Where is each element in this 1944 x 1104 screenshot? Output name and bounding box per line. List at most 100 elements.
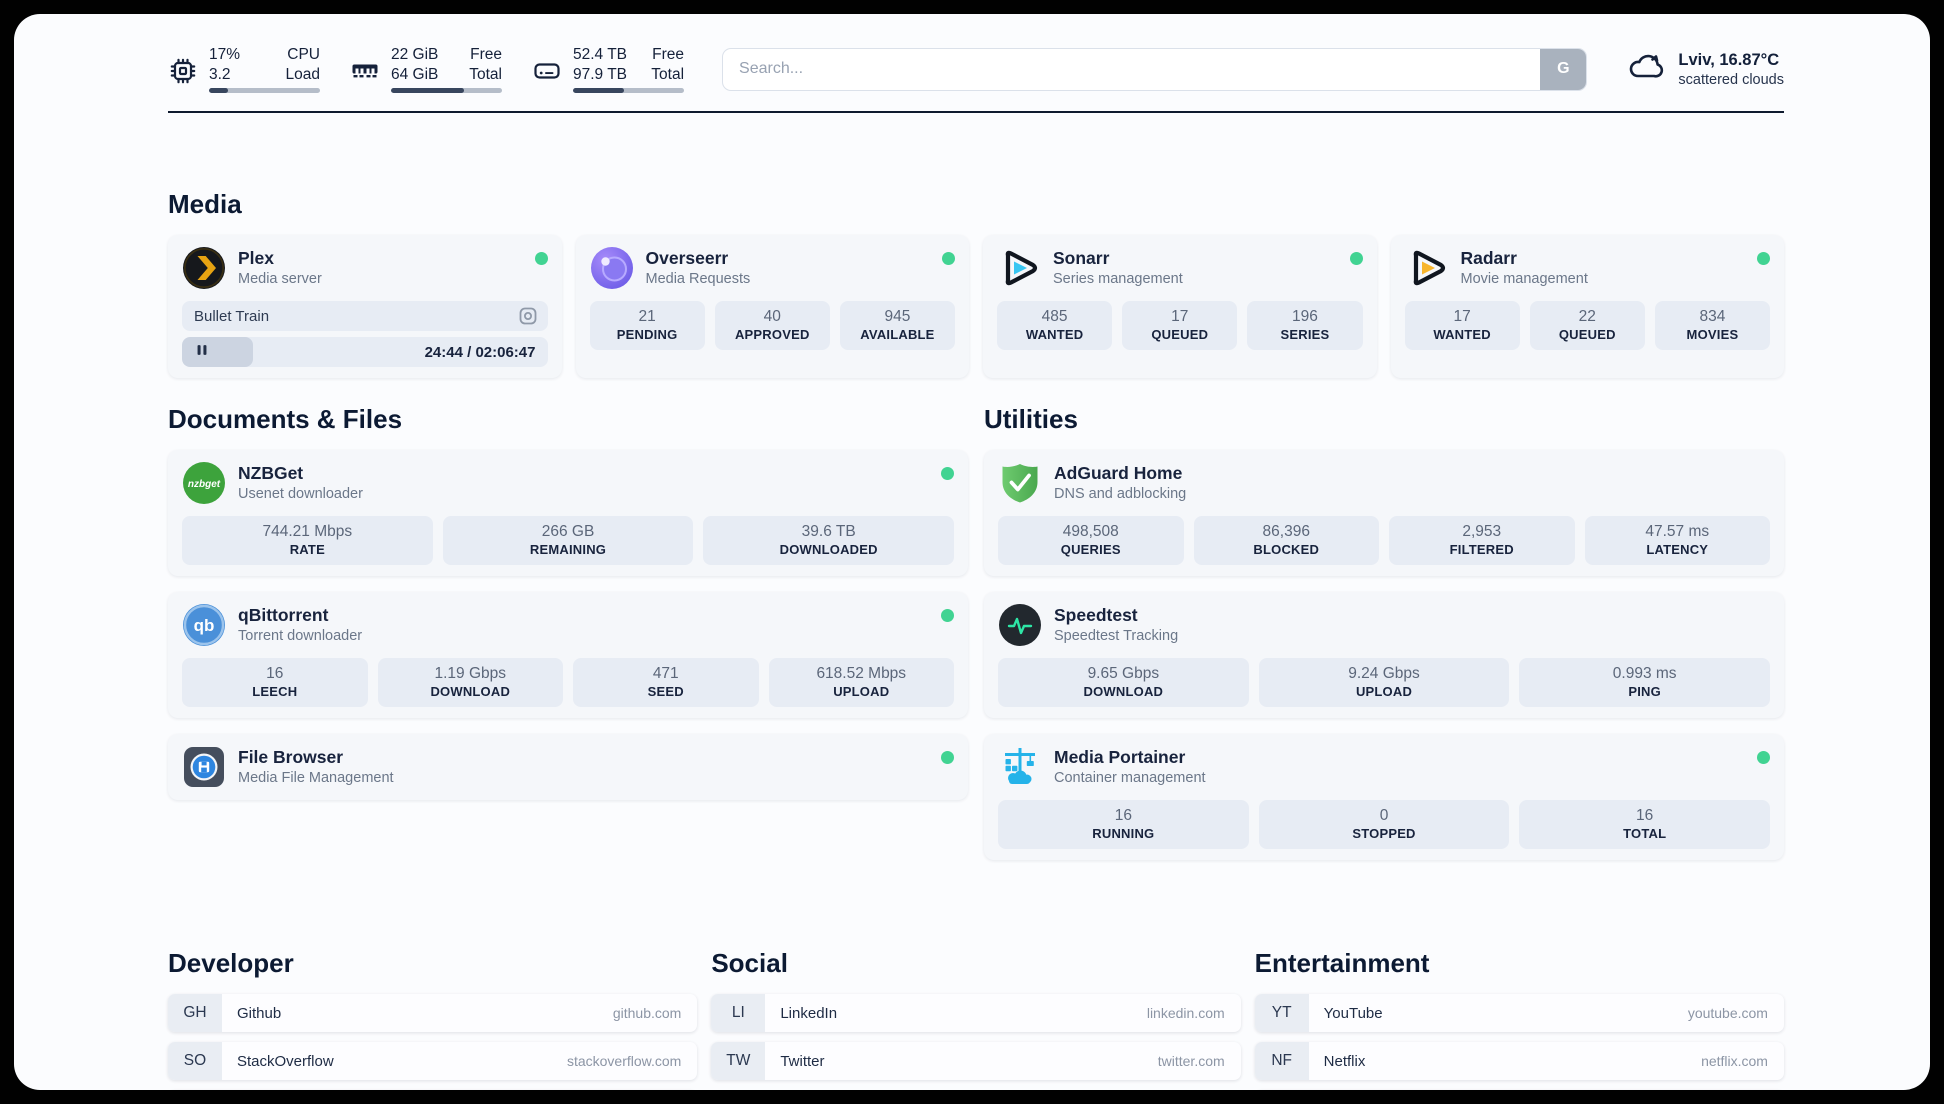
service-text: Radarr Movie management (1461, 248, 1588, 288)
stat-value: 618.52 Mbps (816, 665, 907, 682)
stat-box: 744.21 Mbps RATE (182, 516, 433, 565)
dashboard-page: 17% CPU 3.2 Load 22 GiB Free 64 (14, 14, 1930, 1090)
cpu-usage-value: 17% (209, 46, 241, 63)
service-title: Media Portainer (1054, 747, 1186, 767)
stat-label: BLOCKED (1253, 542, 1320, 557)
stat-value: 21 (638, 308, 656, 325)
status-dot (534, 252, 548, 265)
stat-value: 47.57 ms (1645, 523, 1710, 540)
svg-text:nzbget: nzbget (188, 479, 221, 490)
stat-label: AVAILABLE (860, 327, 935, 342)
stat-box: 2,953 FILTERED (1389, 516, 1575, 565)
bookmark-netflix[interactable]: NF Netflix netflix.com (1254, 1042, 1784, 1080)
service-text: Media Portainer Container management (1054, 747, 1206, 787)
overseerr-icon (590, 246, 634, 290)
bookmark-youtube[interactable]: YT YouTube youtube.com (1254, 994, 1784, 1032)
status-dot (941, 609, 954, 622)
bookmark-twitter[interactable]: TW Twitter twitter.com (711, 1042, 1241, 1080)
stat-value: 40 (763, 308, 781, 325)
stat-value: 1.19 Gbps (434, 665, 507, 682)
bookmark-url: netflix.com (1701, 1053, 1768, 1069)
stat-value: 17 (1453, 308, 1471, 325)
stat-value: 16 (266, 665, 284, 682)
stat-box: 0 STOPPED (1258, 800, 1510, 849)
disk-stats: 52.4 TB Free 97.9 TB Total (573, 45, 685, 93)
status-dot (1349, 252, 1363, 265)
filebrowser-card[interactable]: File Browser Media File Management (168, 734, 968, 800)
stat-box: 498,508 QUERIES (998, 516, 1184, 565)
stat-label: LATENCY (1646, 542, 1709, 557)
bookmark-github[interactable]: GH Github github.com (168, 994, 698, 1032)
weather-widget: Lviv, 16.87°C scattered clouds (1625, 47, 1784, 92)
sonarr-card[interactable]: Sonarr Series management 485 WANTED 17 Q… (983, 235, 1377, 378)
stat-box: 40 APPROVED (714, 301, 830, 350)
section-title-utilities: Utilities (984, 404, 1078, 434)
stat-box: 21 PENDING (589, 301, 705, 350)
stat-value: 9.24 Gbps (1348, 665, 1420, 682)
plex-card[interactable]: Plex Media server Bullet Train (168, 235, 562, 378)
stat-box: 16 TOTAL (1519, 800, 1771, 849)
stat-box: 9.65 Gbps DOWNLOAD (998, 658, 1249, 707)
service-subtitle: Series management (1053, 271, 1183, 287)
stat-box: 16 RUNNING (998, 800, 1249, 849)
cloud-icon (1625, 47, 1665, 92)
status-dot (941, 751, 954, 764)
service-title: NZBGet (238, 463, 304, 483)
cpu-stats: 17% CPU 3.2 Load (209, 45, 320, 93)
service-subtitle: DNS and adblocking (1054, 486, 1187, 502)
stat-label: QUERIES (1060, 542, 1121, 557)
service-subtitle: Media File Management (238, 770, 394, 786)
stat-value: 9.65 Gbps (1087, 665, 1160, 682)
plex-icon (182, 246, 226, 290)
qbittorrent-card[interactable]: qb qBittorrent Torrent downloader 16 LEE… (168, 592, 968, 718)
status-dot (941, 467, 954, 480)
status-dot (1757, 252, 1770, 265)
stat-label: DOWNLOAD (1083, 684, 1164, 699)
utilities-column: Utilities AdGuard Home DNS and (984, 404, 1784, 876)
stat-box: 834 MOVIES (1654, 301, 1771, 350)
stat-box: 17 WANTED (1404, 301, 1520, 350)
status-dot (942, 252, 955, 265)
bookmark-url: stackoverflow.com (566, 1053, 682, 1069)
playback-time: 24:44 / 02:06:47 (424, 343, 536, 361)
stat-box: 945 AVAILABLE (839, 301, 956, 350)
disk-progress-bar (573, 88, 685, 93)
service-title: Plex (238, 248, 274, 268)
service-text: Plex Media server (238, 248, 322, 288)
stat-label: UPLOAD (1355, 684, 1413, 699)
stat-label: DOWNLOADED (779, 542, 878, 557)
disk-icon (532, 56, 562, 91)
service-title: File Browser (238, 747, 344, 767)
stat-box: 39.6 TB DOWNLOADED (703, 516, 955, 565)
search-provider-button[interactable]: G (1540, 48, 1587, 90)
stat-box: 9.24 Gbps UPLOAD (1258, 658, 1510, 707)
service-subtitle: Usenet downloader (238, 486, 363, 502)
speedtest-card[interactable]: Speedtest Speedtest Tracking 9.65 Gbps D… (984, 592, 1784, 718)
bookmark-label: LinkedIn (780, 1004, 838, 1022)
service-subtitle: Media server (238, 271, 322, 287)
speedtest-icon (998, 603, 1042, 647)
adguard-card[interactable]: AdGuard Home DNS and adblocking 498,508 … (984, 450, 1784, 576)
bookmark-label: Github (237, 1004, 282, 1022)
memory-free-value: 22 GiB (391, 46, 439, 63)
stat-label: SEED (647, 684, 684, 699)
stat-label: RUNNING (1092, 826, 1155, 841)
service-text: File Browser Media File Management (238, 747, 394, 787)
filebrowser-icon (182, 745, 226, 789)
bookmark-stackoverflow[interactable]: SO StackOverflow stackoverflow.com (168, 1042, 698, 1080)
service-title: qBittorrent (238, 605, 329, 625)
overseerr-card[interactable]: Overseerr Media Requests 21 PENDING 40 A… (575, 235, 969, 378)
bookmarks-entertainment: Entertainment YT YouTube youtube.com NF … (1254, 948, 1784, 1090)
bookmark-linkedin[interactable]: LI LinkedIn linkedin.com (711, 994, 1241, 1032)
nzbget-card[interactable]: nzbget NZBGet Usenet downloader 744.21 M… (168, 450, 968, 576)
radarr-card[interactable]: Radarr Movie management 17 WANTED 22 QUE… (1390, 235, 1784, 378)
service-subtitle: Movie management (1460, 271, 1588, 287)
section-title-social: Social (711, 948, 788, 978)
stat-label: UPLOAD (833, 684, 890, 699)
bookmark-url: github.com (612, 1005, 682, 1021)
cpu-icon (168, 56, 198, 91)
portainer-card[interactable]: Media Portainer Container management 16 … (984, 734, 1784, 860)
search-input[interactable] (723, 60, 1541, 78)
service-text: qBittorrent Torrent downloader (238, 605, 362, 645)
stat-label: DOWNLOAD (430, 684, 511, 699)
